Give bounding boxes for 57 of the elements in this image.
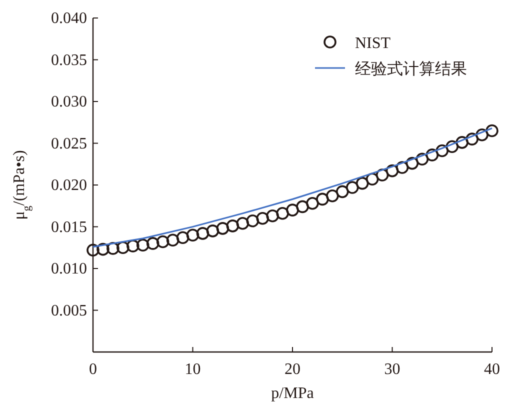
point — [436, 144, 449, 158]
point — [296, 200, 309, 214]
point — [136, 238, 150, 252]
point — [426, 148, 439, 162]
point — [106, 242, 120, 255]
x-tick-label: 20 — [284, 361, 300, 378]
point — [466, 132, 478, 146]
point — [196, 227, 210, 240]
x-axis-title: p/MPa — [271, 385, 314, 402]
point — [206, 224, 220, 238]
point — [456, 136, 468, 149]
y-tick-label: 0.015 — [51, 218, 87, 236]
point — [146, 237, 160, 250]
point — [476, 128, 488, 142]
point — [416, 152, 429, 166]
y-tick-label: 0.035 — [51, 52, 87, 69]
point — [166, 234, 180, 247]
legend-label: 经验式计算结果 — [355, 60, 467, 78]
point — [236, 217, 250, 230]
y-tick-label: 0.005 — [51, 302, 87, 320]
point — [386, 164, 399, 178]
x-tick-label: 0 — [89, 361, 97, 378]
point — [116, 241, 130, 254]
point — [406, 156, 419, 170]
point — [226, 220, 240, 232]
point — [286, 204, 299, 216]
y-tick-label: 0.030 — [51, 94, 87, 110]
point — [216, 222, 230, 235]
x-tick-label: 10 — [184, 361, 201, 378]
point — [246, 214, 259, 228]
point — [336, 185, 349, 198]
point — [186, 228, 200, 242]
x-tick-label: 40 — [484, 361, 500, 378]
y-tick-label: 0.010 — [51, 260, 87, 278]
y-tick-label: 0.020 — [51, 177, 87, 194]
point — [266, 209, 279, 222]
point — [446, 140, 458, 153]
point — [96, 242, 110, 256]
point — [346, 181, 359, 194]
point — [306, 196, 319, 210]
point — [176, 231, 190, 244]
point — [316, 192, 329, 206]
point — [156, 235, 170, 248]
point — [326, 189, 339, 202]
legend-label: NIST — [355, 35, 391, 52]
point — [486, 124, 498, 138]
point — [366, 172, 379, 186]
point — [86, 244, 100, 257]
x-tick-label: 30 — [384, 361, 400, 378]
y-tick-label: 0.025 — [51, 135, 87, 152]
point — [256, 212, 269, 225]
point — [276, 206, 289, 220]
point — [356, 176, 369, 190]
point — [376, 168, 389, 182]
point — [396, 161, 409, 174]
y-tick-label: 0.040 — [51, 10, 87, 27]
point — [126, 240, 140, 252]
